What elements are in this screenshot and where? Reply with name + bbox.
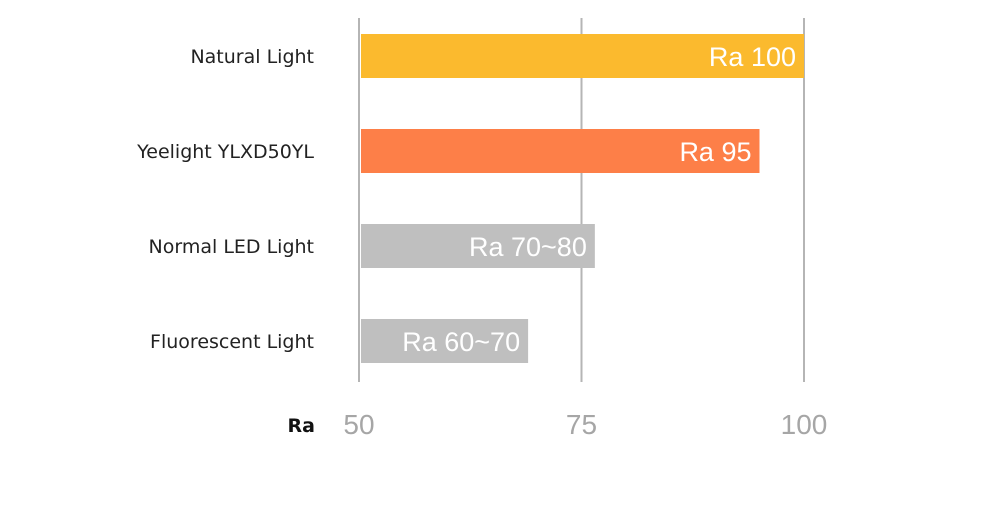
bar-value-label-1: Ra 100 <box>709 42 796 72</box>
bar-value-label-2: Ra 95 <box>679 137 751 167</box>
bar-value-label-3: Ra 70~80 <box>469 232 587 262</box>
category-label-2: Yeelight YLXD50YL <box>136 141 314 163</box>
category-labels: Natural Light Yeelight YLXD50YL Normal LED… <box>136 46 314 353</box>
bar-3 <box>361 224 595 268</box>
category-label-1: Natural Light <box>190 46 314 68</box>
category-label-4: Fluorescent Light <box>150 331 314 353</box>
bar-4 <box>361 319 529 363</box>
bar-value-label-4: Ra 60~70 <box>402 327 520 357</box>
x-tick-label-100: 100 <box>781 409 828 440</box>
x-axis-ticks: 50 75 100 <box>343 409 827 440</box>
x-axis-title: Ra <box>288 415 315 437</box>
bar-1 <box>361 34 804 78</box>
x-tick-label-50: 50 <box>343 409 374 440</box>
bar-2 <box>361 129 760 173</box>
x-tick-label-75: 75 <box>566 409 597 440</box>
gridlines <box>358 18 805 382</box>
category-label-3: Normal LED Light <box>149 236 314 258</box>
bars: Ra 100 Ra 95 Ra 70~80 Ra 60~70 <box>361 34 804 363</box>
